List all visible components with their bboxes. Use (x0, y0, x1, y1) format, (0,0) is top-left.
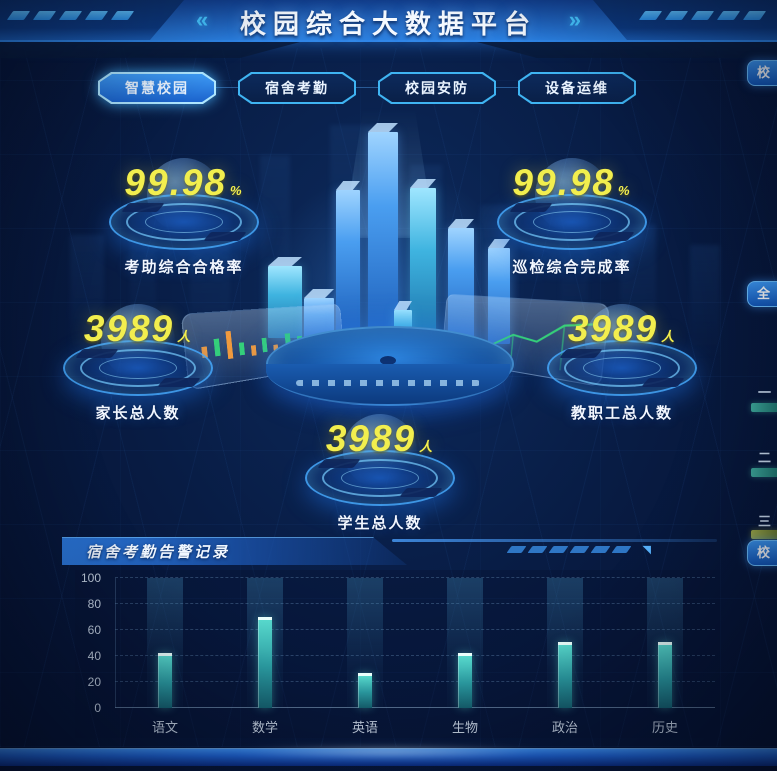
rank-row-bar (751, 530, 777, 539)
stat-value: 3989 人 (83, 308, 193, 349)
header-wing-left (0, 42, 300, 58)
y-tick-label: 40 (87, 649, 101, 663)
y-tick-label: 80 (87, 597, 101, 611)
panel-slashes-icon (506, 546, 632, 553)
y-tick-label: 100 (80, 571, 101, 585)
stat-attendance-pass-rate: 99.98% 考助综合合格率 (89, 158, 279, 277)
x-category-label: 语文 (151, 720, 179, 735)
holo-bar (394, 310, 412, 354)
chart-column: 历史 (615, 578, 715, 735)
bar-数学 (258, 617, 272, 708)
rank-row-bar (751, 403, 777, 412)
rank-row-label: 三 (757, 514, 771, 529)
header-bar: « 校园综合大数据平台 » (0, 0, 777, 42)
stat-label: 考助综合合格率 (124, 259, 244, 276)
light-beam-icon (343, 108, 435, 238)
chart-y-axis: 0 20 40 60 80 100 (75, 571, 107, 715)
y-tick-label: 20 (87, 675, 101, 689)
holo-bar (410, 188, 436, 344)
side-tab-bottom[interactable]: 校 (747, 540, 777, 566)
bar-英语 (358, 672, 372, 708)
alarm-panel-header: 宿舍考勤告警记录 ◥ (62, 537, 717, 564)
tab-dorm-attendance[interactable]: 宿舍考勤 (238, 72, 356, 104)
panel-header-line (392, 539, 717, 542)
stat-value: 99.98% (124, 162, 244, 203)
chart-plot-area: 语文 数学 英语 生物 政治 历史 (115, 577, 715, 735)
podium-top (266, 326, 514, 402)
page-title: 校园综合大数据平台 (239, 9, 537, 39)
tabs-row: 智慧校园 宿舍考勤 校园安防 设备运维 (98, 72, 636, 104)
chart-column: 生物 (415, 578, 515, 735)
stat-label: 家长总人数 (95, 405, 181, 422)
alarm-bar-chart: 0 20 40 60 80 100 语文 数学 英语 生物 政治 历史 (75, 570, 720, 738)
stat-label: 学生总人数 (337, 515, 423, 532)
holo-bar (368, 132, 398, 344)
panel-title: 宿舍考勤告警记录 (86, 544, 231, 561)
chart-column: 语文 (115, 578, 215, 735)
holo-bar (336, 190, 360, 338)
chart-column: 政治 (515, 578, 615, 735)
rank-row-label: 二 (757, 450, 771, 465)
podium-center-dot (380, 356, 396, 365)
y-tick-label: 0 (94, 701, 101, 715)
header-wing-right (477, 42, 777, 58)
podium-body (266, 364, 510, 406)
tab-device-ops[interactable]: 设备运维 (518, 72, 636, 104)
chart-bars: 语文 数学 英语 生物 政治 历史 (115, 578, 715, 735)
holo-bar (448, 228, 474, 346)
rank-row-bar (751, 468, 777, 477)
chart-column: 英语 (315, 578, 415, 735)
bar-语文 (158, 653, 172, 708)
stat-value: 99.98% (512, 162, 632, 203)
tab-smart-campus[interactable]: 智慧校园 (98, 72, 216, 104)
bottom-glow-bar (0, 748, 777, 766)
stat-total-students: 3989 人 学生总人数 (285, 414, 475, 533)
x-category-label: 生物 (451, 720, 479, 735)
y-tick-label: 60 (87, 623, 101, 637)
panel-arrow-icon: ◥ (642, 544, 651, 556)
stat-total-parents: 3989 人 家长总人数 (43, 304, 233, 423)
holo-cube (304, 298, 334, 346)
bar-生物 (458, 653, 472, 708)
bar-历史 (658, 641, 672, 708)
x-category-label: 政治 (551, 720, 579, 735)
stat-value: 3989 人 (567, 308, 677, 349)
stat-label: 教职工总人数 (570, 405, 673, 422)
chart-column: 数学 (215, 578, 315, 735)
side-tab-top[interactable]: 校 (747, 60, 777, 86)
right-chevrons-icon: » (568, 7, 581, 32)
side-tab-middle[interactable]: 全 (747, 281, 777, 307)
stat-label: 巡检综合完成率 (512, 259, 632, 276)
x-category-label: 历史 (651, 720, 679, 735)
rank-row-label: 一 (757, 385, 771, 400)
x-category-label: 英语 (351, 720, 379, 735)
tab-campus-security[interactable]: 校园安防 (378, 72, 496, 104)
bar-政治 (558, 641, 572, 708)
stat-value: 3989 人 (325, 418, 435, 459)
x-category-label: 数学 (251, 720, 279, 735)
stat-total-staff: 3989 人 教职工总人数 (527, 304, 717, 423)
stat-inspection-completion-rate: 99.98% 巡检综合完成率 (477, 158, 667, 277)
